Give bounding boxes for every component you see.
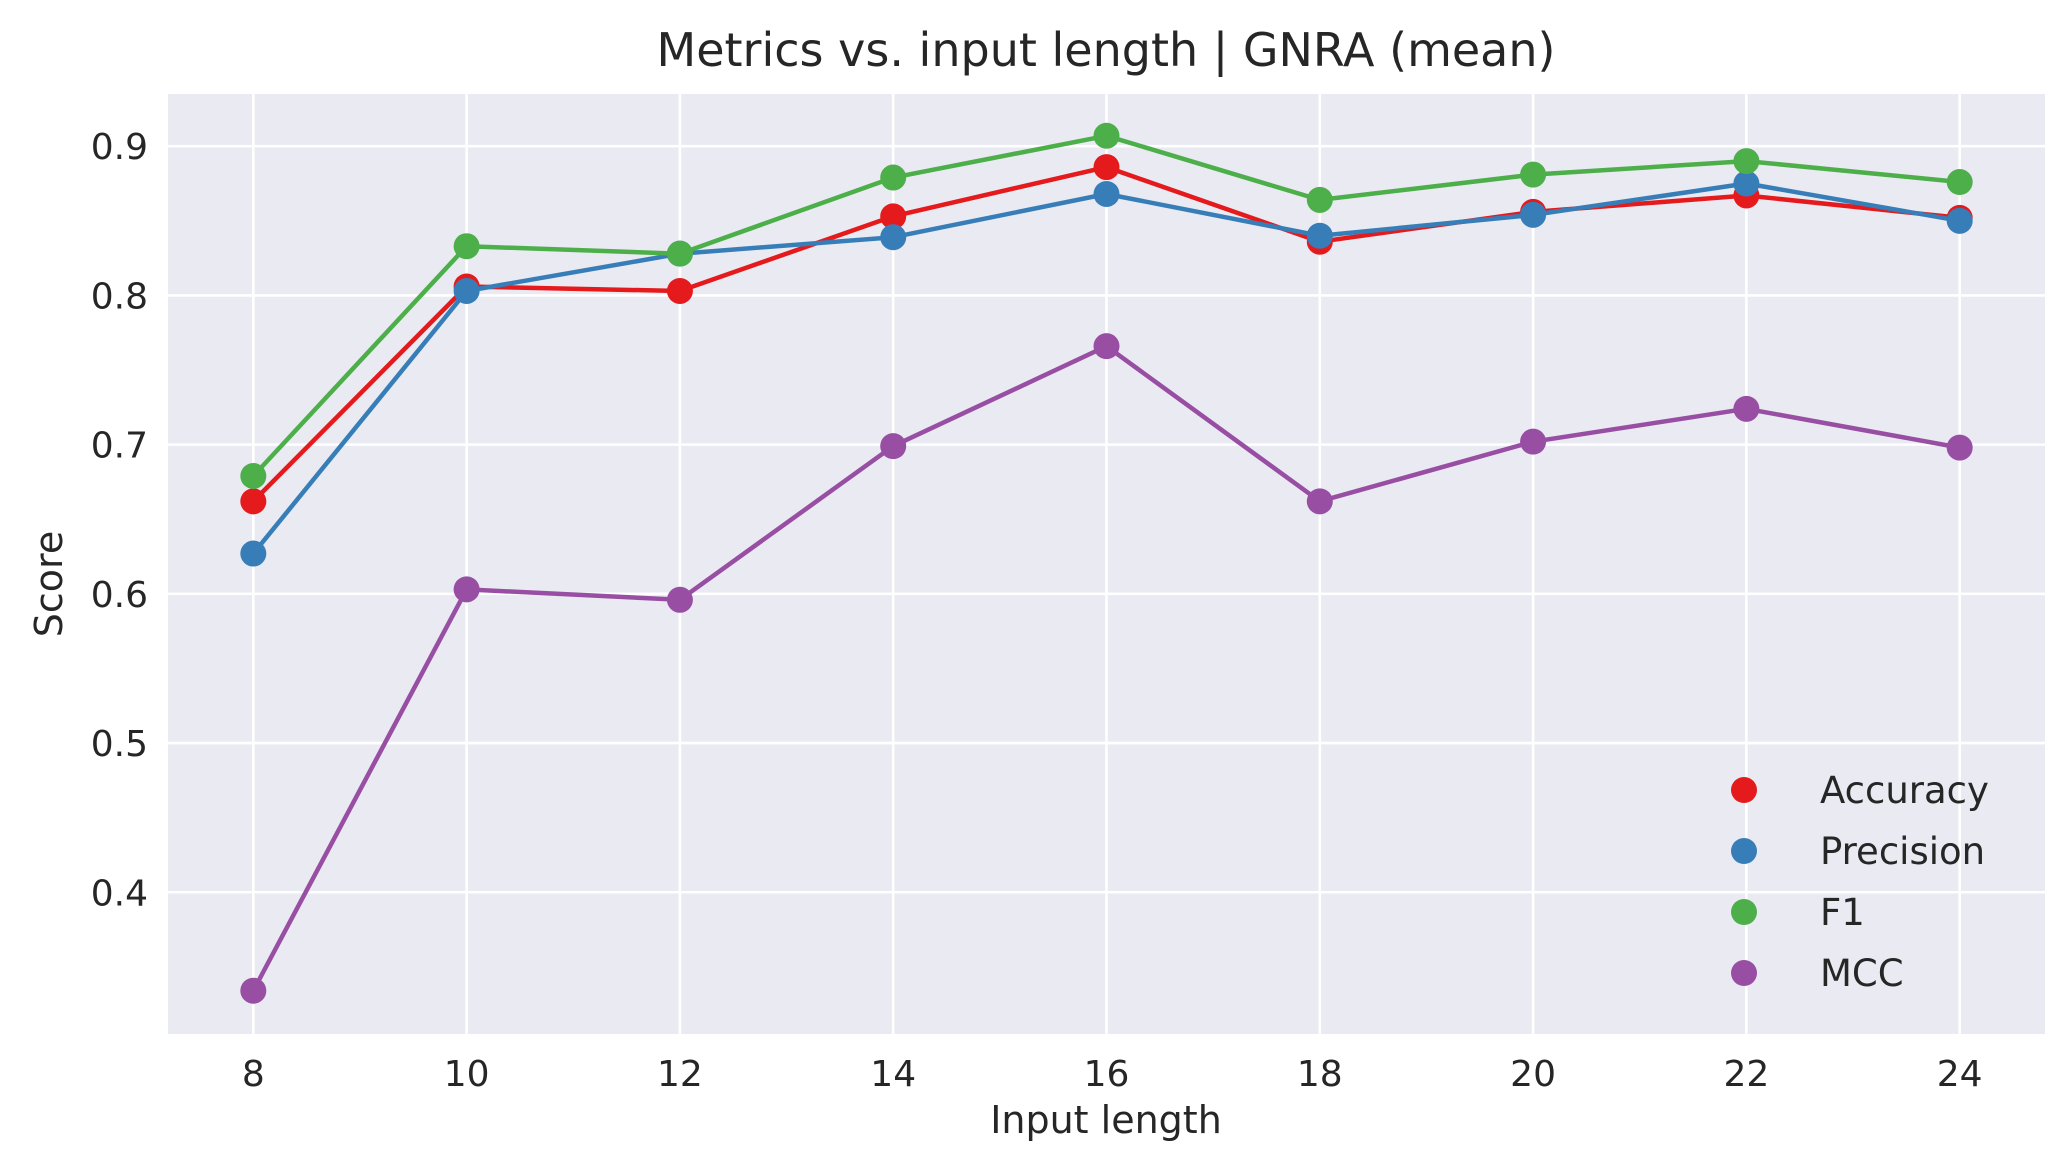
data-point-accuracy <box>1093 154 1120 181</box>
legend-marker-accuracy <box>1731 777 1757 803</box>
data-point-precision <box>1946 207 1973 234</box>
data-point-accuracy <box>666 277 693 304</box>
legend-label-mcc: MCC <box>1820 952 1904 995</box>
data-point-f1 <box>240 462 267 489</box>
data-point-mcc <box>240 977 267 1004</box>
data-point-mcc <box>1306 488 1333 515</box>
legend-marker-f1 <box>1731 899 1757 925</box>
data-point-precision <box>1306 222 1333 249</box>
data-point-precision <box>453 277 480 304</box>
data-point-precision <box>1733 170 1760 197</box>
y-tick-label: 0.6 <box>91 575 148 616</box>
data-point-precision <box>1093 180 1120 207</box>
data-point-f1 <box>1733 148 1760 175</box>
legend-label-precision: Precision <box>1820 830 1985 873</box>
data-point-f1 <box>1946 169 1973 196</box>
series-mcc <box>240 333 1973 1004</box>
data-point-f1 <box>666 240 693 267</box>
chart-title: Metrics vs. input length | GNRA (mean) <box>657 23 1556 78</box>
x-tick-label: 10 <box>444 1054 490 1095</box>
data-point-f1 <box>453 233 480 260</box>
legend-marker-mcc <box>1731 960 1757 986</box>
legend-marker-precision <box>1731 838 1757 864</box>
legend-label-f1: F1 <box>1820 891 1865 934</box>
series-f1 <box>240 122 1973 489</box>
x-tick-label: 18 <box>1297 1054 1343 1095</box>
data-point-precision <box>1520 201 1547 228</box>
x-tick-label: 24 <box>1937 1054 1983 1095</box>
data-point-precision <box>880 224 907 251</box>
data-point-f1 <box>1306 186 1333 213</box>
legend-label-accuracy: Accuracy <box>1820 769 1989 812</box>
data-point-f1 <box>1520 161 1547 188</box>
y-tick-label: 0.5 <box>91 724 148 765</box>
x-tick-label: 14 <box>870 1054 916 1095</box>
series-layer <box>240 122 1973 1004</box>
x-tick-label: 8 <box>242 1054 265 1095</box>
data-point-f1 <box>1093 122 1120 149</box>
data-point-accuracy <box>240 488 267 515</box>
x-axis-label: Input length <box>990 1098 1222 1142</box>
y-tick-label: 0.8 <box>91 276 148 317</box>
x-tick-label: 12 <box>657 1054 703 1095</box>
data-point-precision <box>240 540 267 567</box>
data-point-mcc <box>666 586 693 613</box>
y-ticks: 0.4 0.5 0.6 0.7 0.8 0.9 <box>91 127 148 914</box>
y-tick-label: 0.4 <box>91 873 148 914</box>
data-point-accuracy <box>880 203 907 230</box>
x-tick-label: 20 <box>1510 1054 1556 1095</box>
data-point-mcc <box>1520 428 1547 455</box>
data-point-mcc <box>453 576 480 603</box>
data-point-mcc <box>1093 333 1120 360</box>
y-tick-label: 0.7 <box>91 426 148 467</box>
data-point-mcc <box>1946 434 1973 461</box>
x-tick-label: 22 <box>1723 1054 1769 1095</box>
data-point-mcc <box>1733 395 1760 422</box>
legend: Accuracy Precision F1 MCC <box>1731 769 1989 995</box>
y-tick-label: 0.9 <box>91 127 148 168</box>
y-axis-label: Score <box>27 531 71 637</box>
x-ticks: 8 10 12 14 16 18 20 22 24 <box>242 1054 1983 1095</box>
data-point-f1 <box>880 164 907 191</box>
x-tick-label: 16 <box>1084 1054 1130 1095</box>
data-point-mcc <box>880 433 907 460</box>
